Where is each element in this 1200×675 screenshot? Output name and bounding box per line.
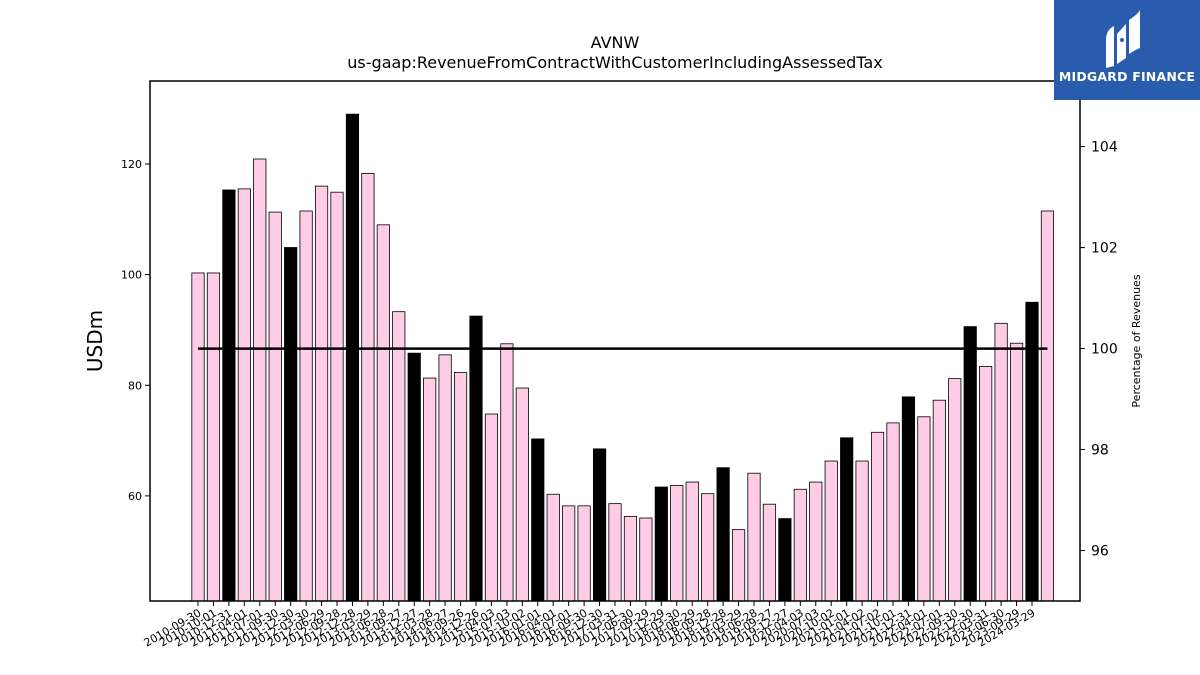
bar-2021-04-02 bbox=[855, 460, 869, 602]
bar-2022-07-01 bbox=[932, 399, 946, 602]
bar-2010-10-01 bbox=[206, 272, 221, 602]
brand-logo: MIDGARD FINANCE bbox=[1054, 0, 1200, 100]
bar-2020-04-03 bbox=[793, 488, 807, 602]
y2-tick-label-104: 104 bbox=[1091, 140, 1118, 156]
bar-2018-09-28 bbox=[701, 493, 715, 602]
bar-2012-09-28 bbox=[330, 191, 344, 602]
bar-2011-07-01 bbox=[253, 158, 267, 602]
bar-2011-09-30 bbox=[268, 211, 282, 602]
bar-2014-03-28 bbox=[423, 377, 437, 602]
bar-2012-06-29 bbox=[314, 185, 329, 602]
midgard-logo-icon bbox=[1106, 10, 1140, 68]
bar-2022-04-01 bbox=[917, 416, 931, 602]
bar-2020-07-03 bbox=[809, 481, 823, 602]
bar-2013-09-27 bbox=[392, 311, 406, 602]
bar-2016-04-01 bbox=[546, 493, 560, 602]
bar-2013-03-29 bbox=[361, 172, 375, 602]
bar-2019-12-27 bbox=[778, 518, 792, 602]
bar-2018-06-29 bbox=[685, 481, 699, 602]
bar-2014-09-26 bbox=[453, 372, 468, 602]
brand-name: MIDGARD FINANCE bbox=[1058, 69, 1196, 84]
bar-2014-06-27 bbox=[438, 354, 452, 602]
bar-undefined bbox=[1040, 210, 1055, 602]
bar-2021-07-02 bbox=[870, 431, 885, 602]
bar-2023-09-29 bbox=[1009, 342, 1024, 602]
chart-title: AVNW bbox=[591, 33, 640, 52]
y-tick-label-120: 120 bbox=[121, 158, 142, 171]
bar-2017-12-29 bbox=[654, 486, 668, 602]
bar-2022-09-30 bbox=[948, 378, 962, 602]
bar-2017-03-31 bbox=[608, 503, 622, 602]
bar-2013-06-28 bbox=[376, 224, 390, 602]
y2-tick-label-96: 96 bbox=[1091, 544, 1109, 560]
bar-2012-12-28 bbox=[345, 113, 360, 602]
bar-2018-12-28 bbox=[716, 467, 730, 602]
bar-2017-09-29 bbox=[639, 517, 653, 602]
bar-2011-12-30 bbox=[284, 247, 298, 602]
bar-2021-10-01 bbox=[886, 422, 900, 602]
bar-2010-09-30 bbox=[191, 272, 205, 602]
x-axis: 2010-09-302010-10-012010-12-312011-04-01… bbox=[142, 601, 1038, 650]
bar-2017-06-30 bbox=[623, 515, 638, 602]
bar-2020-10-02 bbox=[824, 460, 838, 602]
y2-tick-label-98: 98 bbox=[1091, 443, 1109, 459]
bar-2019-09-27 bbox=[762, 503, 777, 602]
bar-2016-09-30 bbox=[577, 505, 591, 602]
bar-2018-03-30 bbox=[670, 484, 684, 602]
y-tick-label-100: 100 bbox=[121, 269, 142, 282]
bar-2021-12-31 bbox=[901, 396, 916, 602]
bar-2016-01-01 bbox=[531, 438, 545, 602]
bar-2016-12-30 bbox=[592, 448, 607, 602]
bar-2023-03-31 bbox=[979, 366, 993, 602]
bar-2013-12-27 bbox=[407, 352, 421, 602]
bar-series bbox=[191, 113, 1055, 602]
y-tick-label-60: 60 bbox=[128, 490, 142, 503]
y-axis-left: 60 80 100 120 bbox=[121, 158, 150, 503]
bar-2019-03-29 bbox=[731, 529, 746, 602]
bar-2014-12-26 bbox=[469, 315, 483, 602]
bar-2012-03-30 bbox=[299, 210, 313, 602]
y2-tick-label-100: 100 bbox=[1091, 342, 1118, 358]
bar-2010-12-31 bbox=[222, 189, 236, 602]
bar-2022-12-30 bbox=[963, 326, 977, 602]
bar-2024-03-29 bbox=[1025, 301, 1039, 602]
bar-2015-04-03 bbox=[484, 413, 499, 602]
y-axis-right: 96 98 100 102 104 bbox=[1080, 140, 1118, 560]
y-axis-label: USDm bbox=[83, 310, 107, 372]
y2-axis-label: Percentage of Revenues bbox=[1130, 274, 1143, 407]
bar-2016-07-01 bbox=[562, 505, 576, 602]
y2-tick-label-102: 102 bbox=[1091, 241, 1118, 257]
bar-2011-04-01 bbox=[237, 188, 251, 602]
y-tick-label-80: 80 bbox=[128, 379, 142, 392]
bar-2021-01-01 bbox=[840, 437, 854, 602]
bar-2015-07-03 bbox=[500, 343, 514, 602]
chart-subtitle: us-gaap:RevenueFromContractWithCustomerI… bbox=[347, 53, 882, 72]
bar-2023-06-30 bbox=[994, 322, 1008, 602]
bar-2019-06-28 bbox=[747, 472, 761, 602]
bar-2015-10-02 bbox=[515, 387, 529, 602]
